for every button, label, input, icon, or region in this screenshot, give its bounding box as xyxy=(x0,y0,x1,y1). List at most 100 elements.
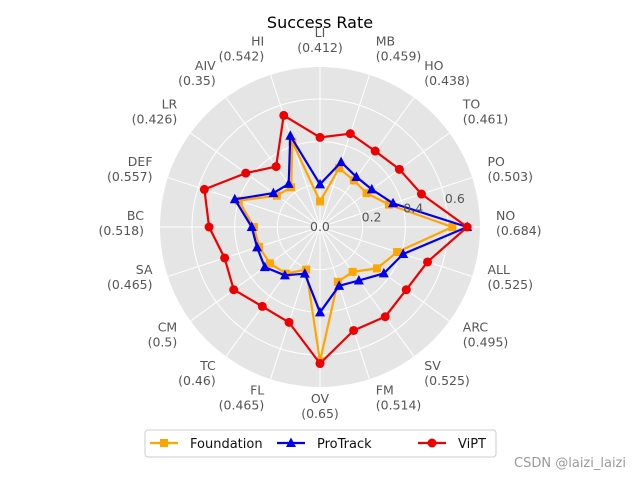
grid-spoke-def xyxy=(167,177,321,228)
axis-label-name: CM xyxy=(158,319,178,334)
axis-label-value: (0.495) xyxy=(463,334,509,349)
data-point-protrack-cm xyxy=(259,261,270,272)
data-point-vipt-ov xyxy=(315,359,325,369)
axis-label-value: (0.465) xyxy=(107,277,153,292)
axis-label-value: (0.5) xyxy=(148,334,178,349)
axis-label-value: (0.459) xyxy=(376,49,422,64)
watermark: CSDN @laizi_laizi xyxy=(514,456,626,471)
data-point-foundation-li xyxy=(316,197,324,206)
data-point-protrack-sa xyxy=(252,241,263,252)
data-point-vipt-fl xyxy=(284,317,294,327)
data-point-foundation-no xyxy=(448,223,457,231)
axis-label-name: NO xyxy=(496,208,515,223)
axis-label-lr: LR(0.426) xyxy=(132,97,178,127)
series-vipt xyxy=(199,110,472,369)
data-point-protrack-mb xyxy=(336,156,347,167)
data-point-foundation-sv xyxy=(348,267,357,276)
series-protrack xyxy=(229,130,473,317)
data-point-protrack-po xyxy=(388,197,399,208)
axis-label-name: DEF xyxy=(128,154,153,169)
axis-label-fm: FM(0.514) xyxy=(376,382,422,412)
series-layer xyxy=(199,110,473,369)
axis-label-aiv: AIV(0.35) xyxy=(178,58,216,88)
axis-label-value: (0.465) xyxy=(219,397,265,412)
data-point-protrack-def xyxy=(229,193,240,204)
data-point-protrack-arc xyxy=(378,267,389,278)
data-point-protrack-hi xyxy=(285,130,296,140)
chart-title: Success Rate xyxy=(267,13,373,32)
legend-marker-circle xyxy=(427,438,437,448)
data-point-foundation-hi xyxy=(288,137,297,146)
grid-spoke-mb xyxy=(319,74,370,228)
data-point-vipt-arc xyxy=(401,285,411,295)
data-point-protrack-all xyxy=(398,248,409,259)
axis-label-name: LR xyxy=(162,97,178,112)
grid-spoke-aiv xyxy=(225,97,321,228)
axis-label-def: DEF(0.557) xyxy=(107,154,153,184)
axis-label-ho: HO(0.438) xyxy=(424,58,470,88)
axis-label-po: PO(0.503) xyxy=(487,154,533,184)
axis-label-name: FL xyxy=(250,382,264,397)
axis-label-name: LI xyxy=(315,25,326,40)
data-point-vipt-hi xyxy=(279,110,289,120)
data-point-vipt-sv xyxy=(380,312,390,322)
data-point-vipt-mb xyxy=(345,129,355,139)
data-point-vipt-ho xyxy=(370,146,380,156)
axis-label-value: (0.514) xyxy=(376,397,422,412)
data-point-protrack-lr xyxy=(268,187,279,198)
data-point-foundation-cm xyxy=(265,259,274,268)
grid-spoke-sv xyxy=(319,226,415,357)
axis-label-name: TC xyxy=(199,358,216,373)
axis-label-value: (0.525) xyxy=(424,373,470,388)
legend-marker-triangle xyxy=(286,437,296,447)
axis-label-name: OV xyxy=(311,391,330,406)
data-point-protrack-aiv xyxy=(283,178,294,188)
radial-tick-label: 0.0 xyxy=(310,219,330,234)
data-point-protrack-bc xyxy=(246,221,257,231)
data-point-vipt-tc xyxy=(257,301,267,311)
axis-label-value: (0.438) xyxy=(424,73,470,88)
legend-label: ProTrack xyxy=(317,437,372,452)
axis-labels: LI(0.412) MB(0.459)HO(0.438)TO(0.461)PO(0… xyxy=(98,25,541,421)
legend-label: Foundation xyxy=(190,437,263,452)
data-point-vipt-fm xyxy=(349,325,359,335)
axis-label-name: FM xyxy=(376,382,394,397)
grid-spoke-tc xyxy=(225,226,321,357)
data-point-vipt-po xyxy=(416,189,426,199)
grid-spoke-cm xyxy=(190,226,321,322)
axis-label-name: ALL xyxy=(487,262,510,277)
axis-label-name: MB xyxy=(376,34,395,49)
axis-label-name: AIV xyxy=(195,58,216,73)
legend-item-foundation: Foundation xyxy=(150,437,263,452)
data-point-vipt-all xyxy=(423,257,433,267)
data-point-vipt-no xyxy=(462,222,472,232)
axis-label-to: TO(0.461) xyxy=(462,97,509,127)
axis-label-value: (0.412) xyxy=(297,40,343,55)
axis-label-name: BC xyxy=(127,208,144,223)
axis-label-name: SA xyxy=(136,262,153,277)
radial-tick-label: 0.2 xyxy=(362,210,382,225)
legend: Foundation ProTrack ViPT xyxy=(144,429,497,458)
axis-label-ov: OV(0.65) xyxy=(301,391,339,421)
axis-label-value: (0.542) xyxy=(219,49,265,64)
data-point-foundation-all xyxy=(393,248,402,257)
data-point-foundation-def xyxy=(234,196,243,205)
axis-label-cm: CM(0.5) xyxy=(148,319,178,349)
data-point-foundation-to xyxy=(362,189,371,198)
axis-label-mb: MB(0.459) xyxy=(376,34,422,64)
grid-spoke-lr xyxy=(190,132,321,228)
grid-spoke-fm xyxy=(319,226,370,380)
grid-spoke-po xyxy=(319,177,473,228)
axis-label-value: (0.65) xyxy=(301,406,339,421)
legend-label: ViPT xyxy=(458,437,486,452)
grid-spoke-sa xyxy=(167,226,321,277)
axis-label-bc: BC(0.518) xyxy=(98,208,144,238)
radial-ticks: 0.0 0.2 0.4 0.6 xyxy=(310,191,465,234)
axis-label-value: (0.525) xyxy=(487,277,533,292)
data-point-protrack-ov xyxy=(315,306,325,317)
grid-spoke-ho xyxy=(319,97,415,228)
axis-label-arc: ARC(0.495) xyxy=(463,319,509,349)
radial-tick-label: 0.6 xyxy=(445,191,465,206)
grid-spoke-to xyxy=(319,132,450,228)
axis-label-name: PO xyxy=(487,154,505,169)
